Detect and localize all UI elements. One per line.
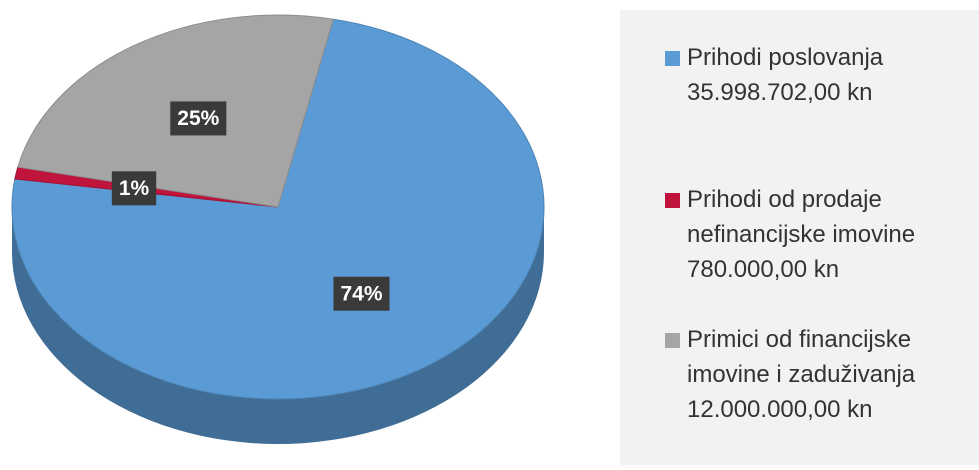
legend-entry: Primici od financijske imovine i zaduživ…	[665, 322, 915, 427]
data-label: 74%	[340, 282, 382, 305]
legend-label: Prihodi od prodaje nefinancijske imovine…	[687, 186, 916, 283]
data-label-box	[111, 171, 157, 206]
legend-swatch	[665, 333, 680, 348]
legend-entry: Prihodi od prodaje nefinancijske imovine…	[665, 182, 915, 287]
data-label: 25%	[177, 107, 219, 130]
legend-label: Primici od financijske imovine i zaduživ…	[687, 326, 916, 423]
data-label-box	[170, 101, 227, 136]
legend-entry: Prihodi poslovanja 35.998.702,00 kn	[665, 40, 883, 110]
legend-swatch	[665, 193, 680, 208]
data-label: 1%	[119, 177, 150, 200]
legend: Prihodi poslovanja 35.998.702,00 kn Priho…	[620, 10, 979, 465]
legend-swatch	[665, 51, 680, 66]
legend-label: Prihodi poslovanja 35.998.702,00 kn	[687, 44, 884, 106]
slice	[11, 18, 545, 400]
slice-side	[12, 207, 544, 444]
data-label-box	[333, 276, 390, 311]
pie-area: 74% 1% 25%	[11, 14, 545, 444]
